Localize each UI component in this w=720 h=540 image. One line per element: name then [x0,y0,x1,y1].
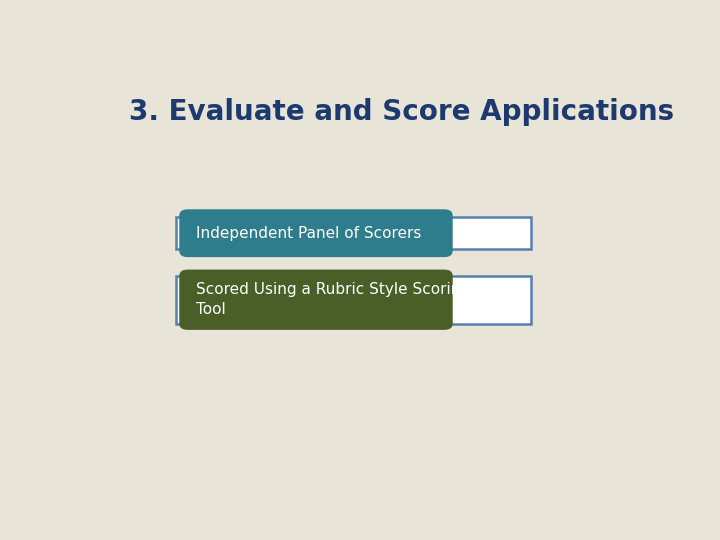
Text: 3. Evaluate and Score Applications: 3. Evaluate and Score Applications [129,98,674,126]
FancyBboxPatch shape [176,276,531,323]
Text: Scored Using a Rubric Style Scoring
Tool: Scored Using a Rubric Style Scoring Tool [196,282,470,317]
FancyBboxPatch shape [179,269,453,330]
FancyBboxPatch shape [176,217,531,249]
Text: Independent Panel of Scorers: Independent Panel of Scorers [196,226,421,241]
FancyBboxPatch shape [179,210,453,257]
